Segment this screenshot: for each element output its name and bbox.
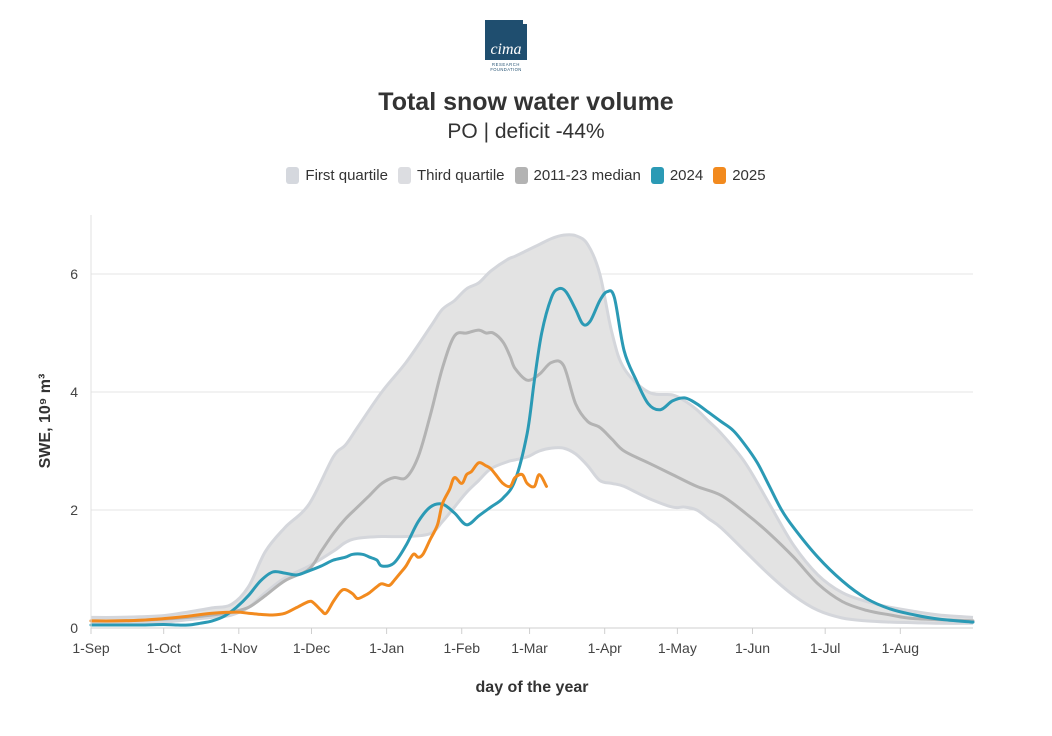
x-tick-label: 1-Mar <box>511 640 548 656</box>
x-tick-label: 1-Jan <box>369 640 404 656</box>
chart-legend: First quartile Third quartile 2011-23 me… <box>0 167 1052 184</box>
x-tick-label: 1-Oct <box>147 640 181 656</box>
x-tick-label: 1-Sep <box>72 640 110 656</box>
x-tick-label: 1-Aug <box>882 640 919 656</box>
legend-swatch <box>713 167 727 184</box>
legend-label: 2025 <box>732 167 766 184</box>
legend-swatch <box>397 167 411 184</box>
y-tick-label: 0 <box>70 620 78 636</box>
legend-swatch <box>514 167 528 184</box>
logo-sub2: FOUNDATION <box>490 67 521 72</box>
legend-item-median[interactable]: 2011-23 median <box>514 167 641 184</box>
y-tick-label: 4 <box>70 384 78 400</box>
quartile-band-fill <box>91 234 973 624</box>
x-tick-label: 1-Jun <box>735 640 770 656</box>
first-quartile-line <box>90 446 974 625</box>
legend-item-first-quartile[interactable]: First quartile <box>286 167 388 184</box>
series-line-2025 <box>89 461 548 623</box>
chart-subtitle: PO | deficit -44% <box>447 120 605 143</box>
x-tick-label: 1-Nov <box>220 640 257 656</box>
legend-swatch <box>650 167 664 184</box>
quartile-band <box>90 233 974 625</box>
chart-title: Total snow water volume <box>378 88 674 116</box>
cima-logo: cima RESEARCH FOUNDATION <box>485 20 527 72</box>
x-tick-label: 1-Jul <box>810 640 840 656</box>
x-tick-label: 1-Feb <box>443 640 480 656</box>
legend-label: 2024 <box>669 167 704 184</box>
legend-item-2025[interactable]: 2025 <box>713 167 766 184</box>
third-quartile-line <box>90 233 974 619</box>
legend-label: Third quartile <box>416 167 505 184</box>
y-axis-title: SWE, 10⁹ m³ <box>37 374 54 469</box>
y-tick-label: 2 <box>70 502 78 518</box>
logo-box <box>485 20 527 60</box>
series-line-2024 <box>89 286 975 627</box>
x-tick-label: 1-Dec <box>293 640 330 656</box>
axes: 0 2 4 6 1-Sep 1-Oct 1-Nov 1-Dec 1-Jan 1-Feb 1-Mar 1… <box>70 215 973 656</box>
series-lines <box>89 286 975 627</box>
logo-corner-mark <box>523 20 527 24</box>
legend-label: 2011-23 median <box>533 167 641 184</box>
x-axis-title: day of the year <box>476 679 589 696</box>
legend-item-2024[interactable]: 2024 <box>650 167 704 184</box>
y-tick-label: 6 <box>70 266 78 282</box>
x-tick-label: 1-Apr <box>588 640 623 656</box>
legend-label: First quartile <box>305 167 388 184</box>
legend-item-third-quartile[interactable]: Third quartile <box>397 167 505 184</box>
series-line-2011-23-median <box>89 328 975 623</box>
logo-text: cima <box>490 41 521 58</box>
logo-sub1: RESEARCH <box>492 62 520 67</box>
legend-swatch <box>286 167 300 184</box>
x-tick-label: 1-May <box>658 640 697 656</box>
